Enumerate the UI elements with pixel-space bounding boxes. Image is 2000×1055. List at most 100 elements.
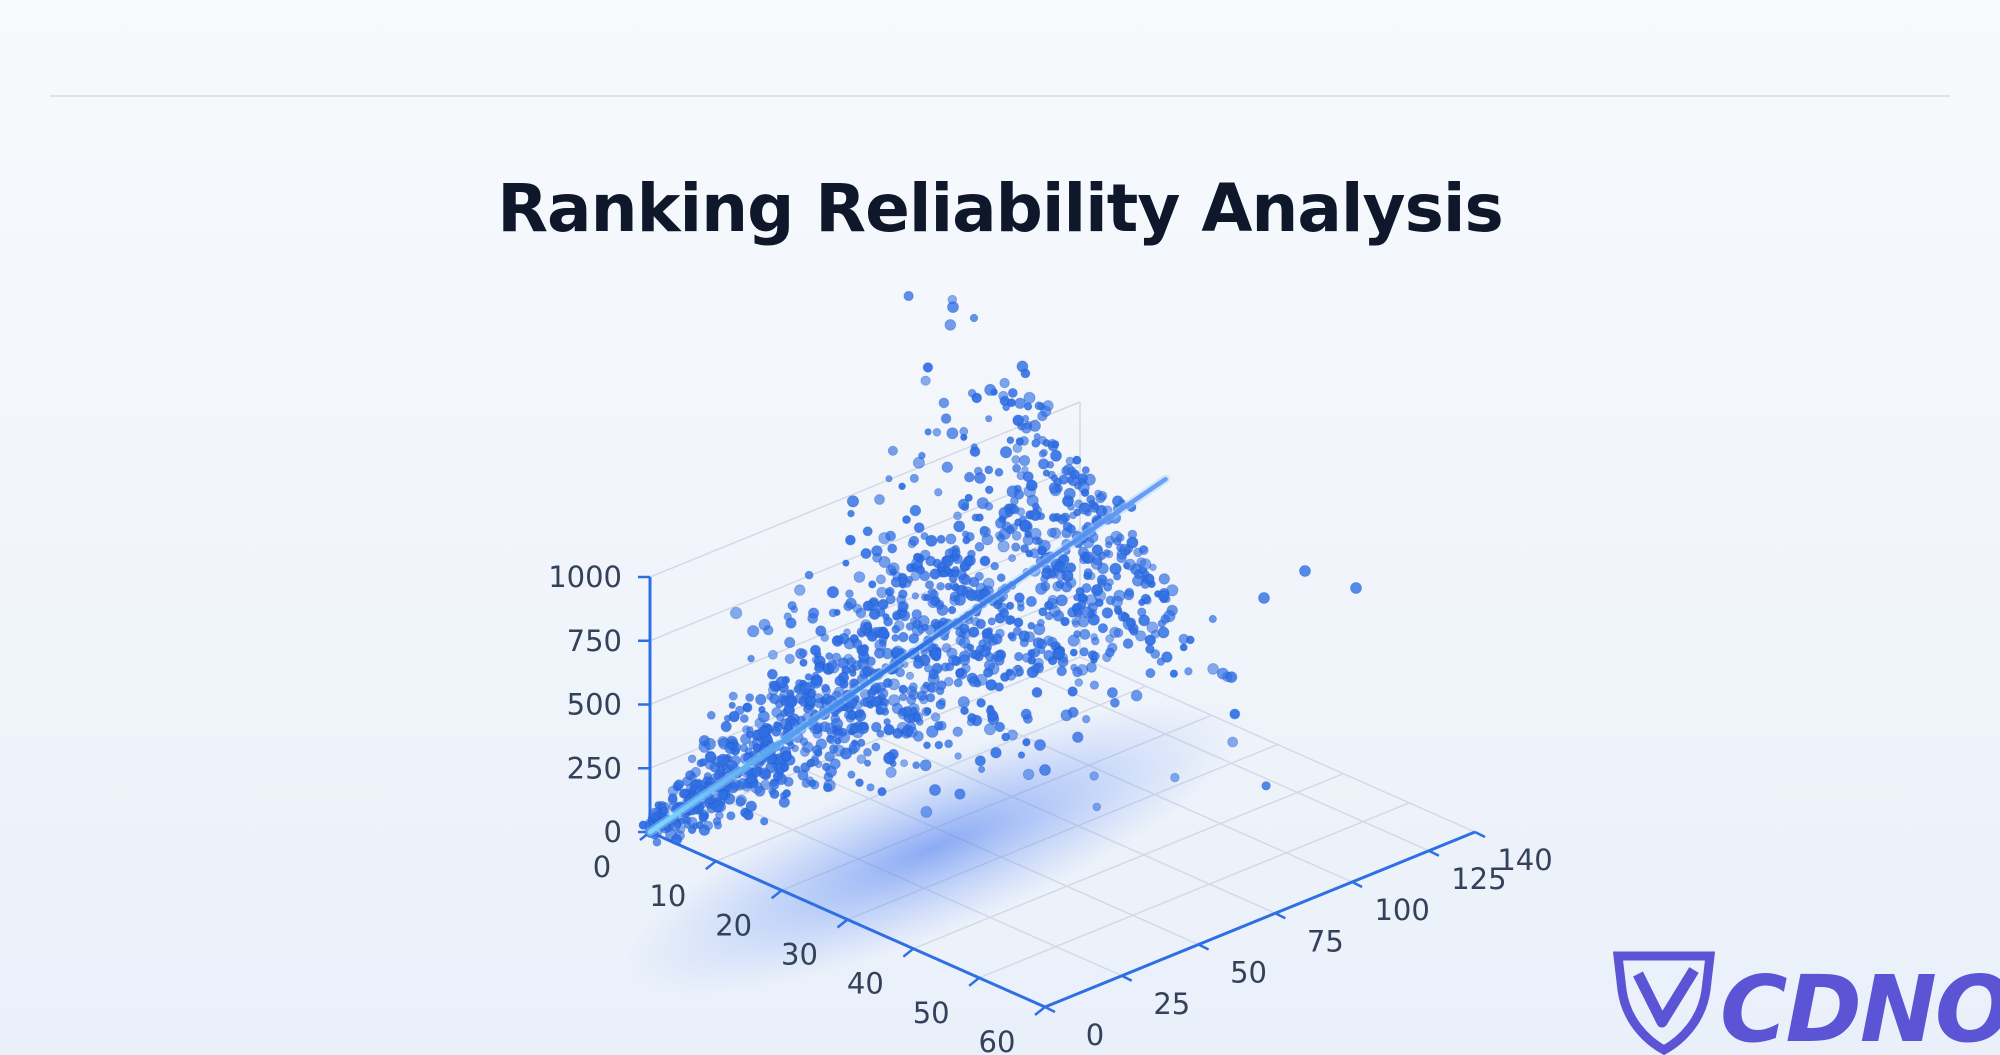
wall-grid-line	[649, 401, 1081, 578]
scatter-point	[994, 517, 1007, 529]
scatter-point	[1179, 643, 1188, 652]
scatter-point	[923, 593, 931, 602]
scatter-point	[981, 533, 994, 546]
scatter-point	[1020, 544, 1029, 553]
scatter-point	[1013, 489, 1025, 500]
scatter-point	[1105, 647, 1115, 658]
scatter-point	[864, 621, 873, 630]
scatter-point	[745, 800, 758, 813]
scatter-point	[912, 713, 922, 722]
scatter-point	[799, 737, 809, 746]
scatter-point	[831, 652, 842, 663]
scatter-point	[1081, 466, 1090, 475]
scatter-point	[1020, 519, 1031, 531]
scatter-point	[689, 773, 697, 781]
scatter-point	[652, 837, 662, 847]
scatter-point	[988, 636, 998, 646]
scatter-point	[973, 679, 982, 688]
scatter-point	[1034, 401, 1044, 411]
scatter-point	[953, 678, 963, 688]
scatter-point	[924, 580, 935, 590]
scatter-point	[1073, 630, 1081, 638]
fit-line	[647, 476, 1168, 835]
scatter-point	[1081, 583, 1092, 594]
x-tick-label: 20	[715, 908, 752, 942]
scatter-point	[792, 765, 801, 774]
scatter-point	[870, 696, 881, 707]
scatter-point	[1207, 663, 1219, 675]
scatter-point	[860, 548, 872, 560]
axis-layer	[638, 575, 1486, 1016]
scatter-point	[811, 754, 819, 762]
scatter-point	[878, 628, 890, 640]
scatter-point	[898, 577, 908, 586]
scatter-point	[772, 771, 783, 782]
x-tick-mark	[902, 947, 915, 958]
scatter-point	[834, 675, 846, 687]
scatter-point	[698, 758, 708, 767]
scatter-point	[898, 684, 908, 694]
scatter-point	[1039, 764, 1051, 776]
x-tick-mark	[705, 860, 717, 871]
scatter-point	[833, 744, 846, 757]
scatter-point	[882, 613, 890, 621]
scatter-point	[936, 581, 945, 591]
scatter-point	[907, 539, 917, 549]
scatter-point	[1106, 578, 1114, 586]
scatter-point	[954, 788, 966, 800]
scatter-point	[1017, 751, 1026, 759]
scatter-point	[877, 598, 889, 610]
scatter-point	[987, 617, 996, 626]
scatter-point	[1063, 487, 1076, 500]
scatter-point	[836, 635, 844, 644]
scatter-point	[847, 770, 856, 779]
scatter-point	[742, 703, 751, 711]
scatter-point	[866, 783, 875, 792]
scatter-point	[1055, 570, 1066, 581]
scatter-point	[966, 717, 976, 727]
scatter-point	[769, 779, 780, 790]
scatter-point	[929, 590, 939, 600]
scatter-point	[995, 628, 1005, 639]
scatter-point	[967, 388, 977, 398]
scatter-point	[728, 710, 740, 723]
scatter-point	[726, 811, 736, 821]
scatter-point	[981, 628, 993, 639]
scatter-point	[1157, 626, 1170, 639]
scatter-point	[990, 747, 1002, 759]
scatter-point	[919, 695, 929, 705]
x-tick-label: 40	[847, 967, 884, 1001]
scatter-point	[825, 652, 834, 660]
y-tick-mark	[1351, 880, 1363, 889]
scatter-point	[1081, 715, 1091, 724]
scatter-point	[1208, 614, 1217, 624]
scatter-point	[1126, 536, 1139, 549]
scatter-point	[933, 720, 944, 731]
scatter-point	[944, 319, 957, 331]
scatter-point	[785, 695, 798, 708]
scatter-point	[1040, 581, 1051, 592]
scatter-point	[896, 594, 906, 605]
top-divider	[50, 95, 1950, 97]
scatter-point	[1170, 772, 1180, 783]
scatter-point	[810, 676, 823, 689]
scatter-point	[913, 522, 925, 534]
scatter-point	[735, 796, 746, 807]
scatter-point	[911, 609, 922, 620]
y-tick-mark	[1044, 1005, 1056, 1014]
scatter-point	[1137, 607, 1147, 617]
scatter-point	[985, 706, 996, 716]
scatter-point	[745, 773, 756, 784]
scatter-point	[975, 618, 987, 630]
scatter-point	[964, 493, 973, 502]
scatter-point	[814, 748, 823, 758]
scatter-point	[949, 581, 959, 591]
scatter-point	[938, 397, 950, 409]
z-tick-label: 1000	[548, 560, 622, 594]
scatter-point	[1051, 440, 1060, 449]
scatter-point	[852, 603, 863, 614]
scatter-point	[979, 555, 991, 567]
scatter-point	[891, 634, 900, 642]
scatter-point	[755, 693, 767, 706]
scatter-point	[1038, 450, 1047, 458]
